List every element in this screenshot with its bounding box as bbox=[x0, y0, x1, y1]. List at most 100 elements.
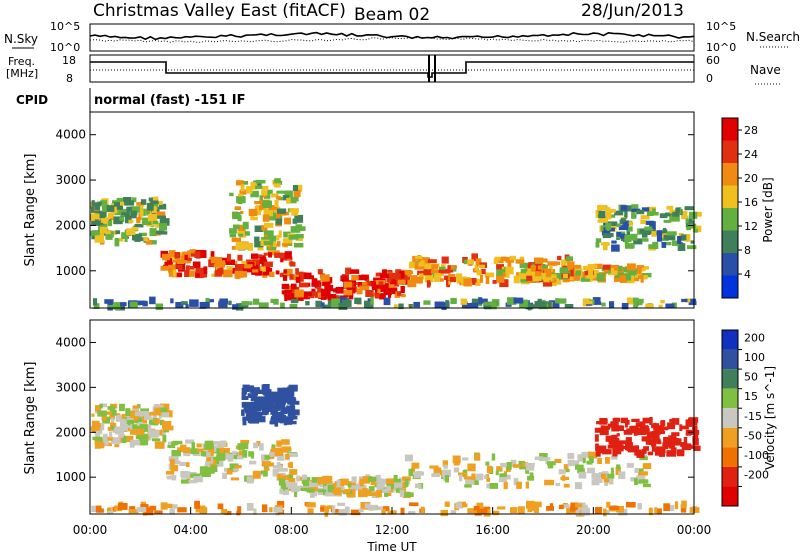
power-cell bbox=[387, 286, 395, 290]
power-cell bbox=[303, 291, 313, 296]
velocity-cell bbox=[482, 506, 491, 510]
velocity-cell bbox=[610, 467, 614, 476]
power-cell bbox=[282, 242, 288, 247]
power-cell bbox=[645, 303, 654, 309]
power-cell bbox=[386, 275, 392, 283]
velocity-cell bbox=[510, 459, 517, 468]
power-cell bbox=[413, 301, 420, 308]
velocity-cell bbox=[139, 424, 148, 432]
velocity-cell bbox=[301, 474, 308, 481]
velocity-cell bbox=[653, 430, 659, 435]
velocity-cell bbox=[342, 489, 351, 494]
power-cell bbox=[686, 226, 692, 231]
velocity-cell bbox=[153, 429, 160, 437]
velocity-cell bbox=[655, 438, 661, 443]
velocity-cell bbox=[219, 447, 225, 454]
velocity-cell bbox=[117, 503, 128, 510]
velocity-cell bbox=[561, 504, 570, 509]
velocity-cell bbox=[597, 457, 602, 464]
power-cell bbox=[633, 300, 638, 309]
velocity-cell bbox=[574, 482, 582, 490]
power-cell bbox=[241, 301, 249, 306]
power-cell bbox=[684, 206, 694, 211]
power-cell bbox=[398, 303, 404, 310]
power-cell bbox=[171, 264, 176, 271]
power-cell bbox=[240, 184, 245, 192]
power-cell bbox=[424, 263, 432, 269]
velocity-cell bbox=[467, 463, 476, 472]
power-cell bbox=[292, 185, 298, 191]
velocity-cell bbox=[642, 463, 652, 470]
power-cell bbox=[542, 258, 548, 263]
velocity-cell bbox=[166, 470, 175, 475]
power-cell bbox=[303, 294, 311, 300]
power-colorbar-segment bbox=[722, 163, 738, 186]
velocity-cell bbox=[637, 503, 642, 510]
velocity-cell bbox=[635, 445, 639, 451]
power-cell bbox=[401, 269, 409, 277]
power-colorbar-segment bbox=[722, 253, 738, 276]
power-cell bbox=[607, 221, 618, 226]
velocity-cell bbox=[525, 463, 535, 471]
power-cell bbox=[130, 210, 137, 219]
velocity-colorbar-segment bbox=[722, 369, 738, 389]
power-cell bbox=[345, 267, 352, 275]
velocity-cell bbox=[610, 455, 618, 460]
velocity-cell bbox=[154, 418, 160, 424]
velocity-cell bbox=[266, 405, 272, 412]
velocity-cell bbox=[289, 469, 298, 475]
power-cell bbox=[563, 273, 568, 279]
power-cell bbox=[410, 275, 418, 283]
velocity-x-axis: 00:00 04:00 08:00 12:00 16:00 20:00 00:00 bbox=[73, 507, 711, 537]
power-cell bbox=[509, 255, 516, 261]
velocity-cell bbox=[200, 451, 207, 457]
velocity-cell bbox=[279, 475, 289, 481]
velocity-cell bbox=[154, 510, 163, 514]
power-cell bbox=[258, 302, 269, 308]
power-cell bbox=[275, 218, 282, 225]
power-cell bbox=[252, 269, 259, 273]
power-cell bbox=[120, 201, 128, 206]
velocity-ytick-label: 4000 bbox=[55, 335, 86, 349]
power-ytick-label: 2000 bbox=[55, 218, 86, 232]
power-cell bbox=[689, 211, 698, 219]
power-cell bbox=[478, 298, 488, 304]
power-cell bbox=[91, 200, 95, 207]
velocity-cell bbox=[672, 433, 677, 441]
power-cell bbox=[603, 243, 608, 251]
power-cell bbox=[299, 282, 309, 288]
power-cell bbox=[557, 255, 562, 261]
power-cell bbox=[631, 211, 636, 219]
velocity-cell bbox=[167, 441, 173, 445]
power-cell bbox=[189, 299, 199, 307]
velocity-cell bbox=[169, 504, 178, 509]
velocity-cell bbox=[638, 479, 649, 484]
velocity-cell bbox=[255, 402, 264, 408]
power-cell bbox=[350, 282, 354, 289]
velocity-cell bbox=[288, 452, 299, 457]
velocity-colorbar-tick: 200 bbox=[744, 332, 765, 345]
velocity-cell bbox=[203, 450, 213, 457]
power-cell bbox=[244, 244, 250, 249]
velocity-cell bbox=[392, 482, 397, 489]
power-cell bbox=[609, 301, 615, 308]
power-colorbar-segment bbox=[722, 275, 738, 298]
velocity-cell bbox=[651, 431, 660, 439]
velocity-cell bbox=[91, 505, 97, 513]
power-cell bbox=[282, 195, 290, 201]
velocity-cell bbox=[215, 460, 224, 467]
power-cell bbox=[665, 303, 675, 309]
velocity-cell bbox=[105, 436, 113, 441]
power-cell bbox=[189, 266, 195, 270]
power-cell bbox=[289, 208, 299, 213]
power-cell bbox=[624, 273, 632, 281]
power-cell bbox=[229, 228, 237, 234]
velocity-cell bbox=[241, 392, 246, 400]
power-cell bbox=[250, 190, 259, 198]
velocity-cell bbox=[379, 487, 387, 491]
velocity-cell bbox=[444, 475, 449, 483]
velocity-cell bbox=[210, 448, 214, 456]
power-cell bbox=[262, 267, 273, 276]
velocity-cell bbox=[636, 475, 646, 480]
velocity-cell bbox=[274, 448, 283, 456]
